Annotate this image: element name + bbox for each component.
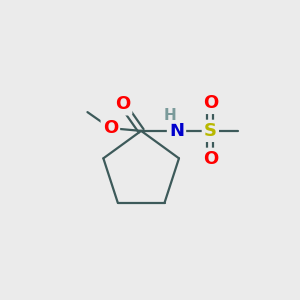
Text: O: O	[115, 95, 130, 113]
Text: S: S	[204, 122, 217, 140]
Text: O: O	[203, 150, 218, 168]
Text: O: O	[203, 94, 218, 112]
Text: O: O	[103, 119, 118, 137]
Text: N: N	[169, 122, 184, 140]
Text: H: H	[164, 108, 176, 123]
